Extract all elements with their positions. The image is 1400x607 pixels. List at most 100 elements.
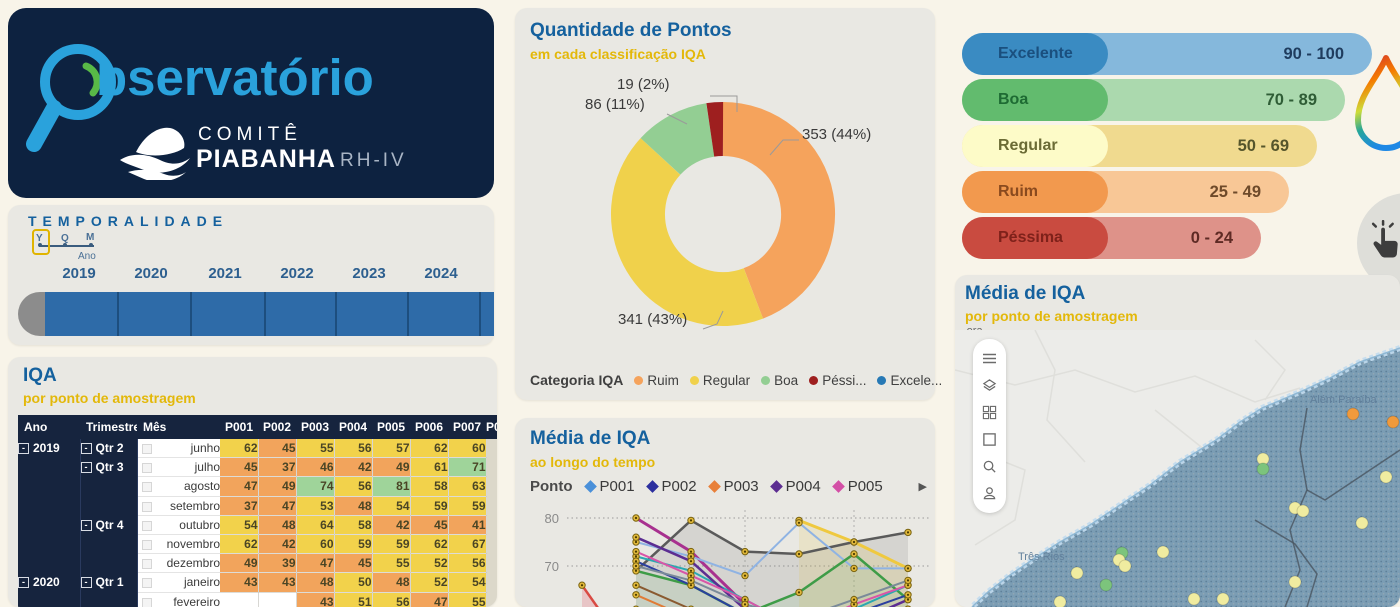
basemap-icon[interactable] (981, 404, 998, 421)
trend-legend-item-P004[interactable]: P004 (769, 478, 821, 495)
year-cell[interactable] (18, 592, 81, 607)
year-cell[interactable] (18, 515, 81, 535)
sampling-point-orange[interactable] (1346, 407, 1360, 421)
account-icon[interactable] (981, 485, 998, 502)
month-cell[interactable]: dezembro (137, 553, 220, 574)
trend-legend-item-P005[interactable]: P005 (831, 478, 883, 495)
donut-slice-Péssima[interactable] (706, 102, 724, 157)
series-line-11[interactable] (635, 550, 909, 607)
trend-chart[interactable]: 80 70 (515, 504, 935, 607)
granularity-quarter-button[interactable]: Q (61, 233, 69, 244)
table-row: -2020- Qtr 1 janeiro 43 43 48 50 48 52 54 (18, 572, 497, 593)
quarter-cell[interactable] (80, 592, 138, 607)
sampling-point-yellow[interactable] (1216, 592, 1230, 606)
sampling-point-yellow[interactable] (1070, 566, 1084, 580)
series-line-5[interactable] (635, 552, 909, 607)
sampling-point-yellow[interactable] (1379, 470, 1393, 484)
trend-legend-item-P002[interactable]: P002 (645, 478, 697, 495)
year-cell[interactable] (18, 534, 81, 554)
timeline-slider[interactable] (45, 292, 494, 336)
granularity-month-button[interactable]: M (86, 232, 95, 243)
donut-legend-item-Excelente[interactable]: Excele... (877, 373, 942, 388)
quarter-cell[interactable]: - Qtr 3 (80, 457, 138, 477)
month-cell[interactable]: agosto (137, 476, 220, 497)
series-line-8[interactable] (635, 536, 909, 607)
quarter-cell[interactable]: - Qtr 1 (80, 572, 138, 593)
year-cell[interactable]: -2020 (18, 572, 81, 593)
iqa-matrix[interactable]: Ano Trimestre Mês P001 P002 P003 P004 P005 P006 P… (18, 415, 497, 607)
sampling-point-yellow[interactable] (1187, 592, 1201, 606)
quarter-cell[interactable]: - Qtr 2 (80, 439, 138, 458)
region-code: RH-IV (340, 150, 407, 171)
timeline-drag-handle[interactable] (18, 292, 45, 336)
sampling-point-yellow[interactable] (1288, 575, 1302, 589)
marker-center (634, 593, 638, 596)
series-area (636, 554, 908, 607)
marker-center (743, 603, 747, 606)
donut-slice-Ruim[interactable] (722, 102, 835, 319)
quarter-cell[interactable]: - Qtr 4 (80, 515, 138, 535)
quarter-cell[interactable] (80, 476, 138, 497)
marker-center (743, 550, 747, 553)
donut-legend-item-Regular[interactable]: Regular (689, 373, 750, 388)
sampling-point-green[interactable] (1099, 578, 1113, 592)
trend-legend-item-P001[interactable]: P001 (583, 478, 635, 495)
select-rectangle-icon[interactable] (981, 431, 998, 448)
iqa-value-cell: 62 (410, 439, 449, 459)
month-cell[interactable]: setembro (137, 496, 220, 516)
granularity-year-button[interactable]: Y (36, 233, 43, 244)
sampling-point-yellow[interactable] (1296, 504, 1310, 518)
sampling-point-yellow[interactable] (1355, 516, 1369, 530)
donut-chart[interactable] (515, 8, 935, 400)
iqa-value-cell: 54 (220, 515, 259, 536)
series-line-4[interactable] (635, 521, 908, 577)
year-cell[interactable] (18, 457, 81, 477)
quarter-cell[interactable] (80, 553, 138, 573)
quarter-cell[interactable] (80, 496, 138, 516)
sampling-point-yellow[interactable] (1053, 595, 1067, 607)
donut-label-ruim: 353 (44%) (802, 126, 872, 143)
map-toolbar (973, 339, 1006, 513)
series-line-12[interactable] (635, 584, 908, 607)
trend-legend: Ponto P001 P002 P003 P004 P005 (530, 478, 883, 495)
series-line-9[interactable] (635, 560, 909, 607)
year-cell[interactable] (18, 476, 81, 497)
table-row: novembro 62 42 60 59 59 62 67 (18, 534, 497, 555)
month-cell[interactable]: janeiro (137, 572, 220, 593)
series-line-1[interactable] (635, 516, 908, 607)
map-canvas[interactable]: Além Paraíba Três Rios (955, 330, 1400, 607)
month-cell[interactable]: junho (137, 439, 220, 459)
donut-slice-Regular[interactable] (611, 138, 764, 327)
series-line-2[interactable] (635, 518, 909, 572)
donut-slice-Boa[interactable] (640, 103, 716, 176)
donut-legend-item-Boa[interactable]: Boa (761, 373, 798, 388)
layers-icon[interactable] (981, 377, 998, 394)
sampling-point-yellow[interactable] (1156, 545, 1170, 559)
month-cell[interactable]: fevereiro (137, 592, 220, 607)
sampling-point-orange[interactable] (1386, 415, 1400, 429)
month-cell[interactable]: novembro (137, 534, 220, 555)
legend-scroll-arrow[interactable]: ▶ (918, 481, 927, 493)
col-header-Ano: Ano (18, 415, 80, 439)
search-icon[interactable] (981, 458, 998, 475)
trend-legend-item-P003[interactable]: P003 (707, 478, 759, 495)
sampling-point-green[interactable] (1256, 462, 1270, 476)
year-cell[interactable] (18, 496, 81, 516)
table-row: agosto 47 49 74 56 81 58 63 (18, 476, 497, 497)
trend-panel: Média de IQA ao longo do tempo Ponto P00… (515, 418, 935, 607)
series-line-0[interactable] (580, 584, 636, 607)
menu-icon[interactable] (981, 350, 998, 367)
series-line-6[interactable] (635, 555, 909, 607)
quarter-cell[interactable] (80, 534, 138, 554)
month-cell[interactable]: julho (137, 457, 220, 478)
year-cell[interactable] (18, 553, 81, 573)
donut-legend-item-Péssima[interactable]: Péssi... (809, 373, 866, 388)
marker-center (689, 550, 693, 553)
year-cell[interactable]: -2019 (18, 439, 81, 458)
sampling-point-yellow[interactable] (1118, 559, 1132, 573)
classification-bar-Ruim: Ruim 25 - 49 (962, 171, 1289, 213)
month-cell[interactable]: outubro (137, 515, 220, 536)
municipality-border (955, 369, 1301, 403)
donut-legend-item-Ruim[interactable]: Ruim (634, 373, 679, 388)
series-line-13[interactable] (635, 565, 909, 607)
